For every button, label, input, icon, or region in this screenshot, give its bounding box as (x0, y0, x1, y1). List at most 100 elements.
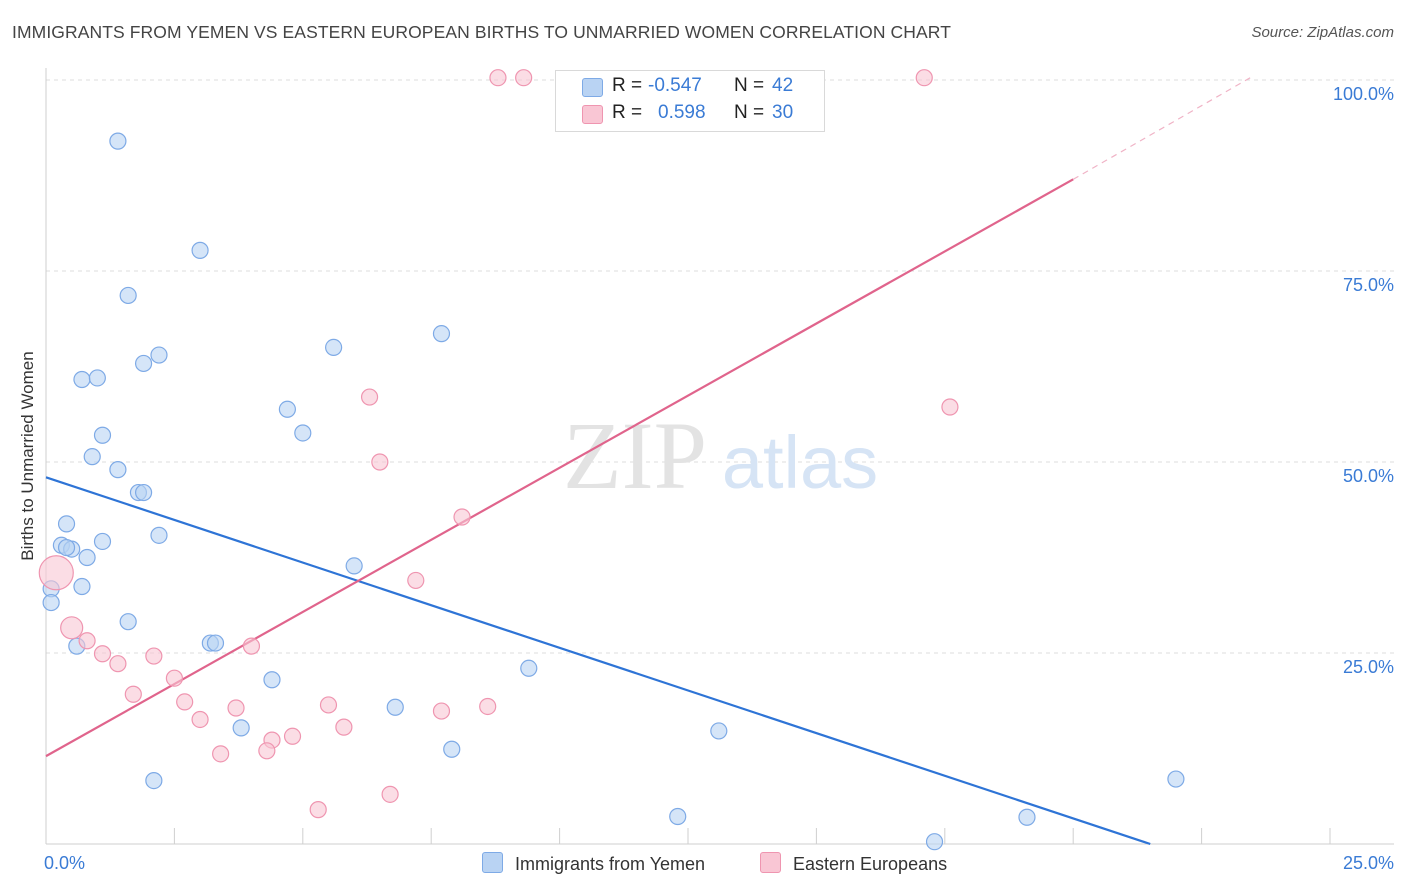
legend-n-label: N = (734, 75, 765, 96)
point-eastern (381, 785, 399, 803)
point-eastern (227, 699, 245, 717)
point-yemen (88, 369, 106, 387)
point-yemen (119, 613, 137, 631)
point-yemen (325, 338, 343, 356)
bottom-legend-label: Eastern Europeans (793, 854, 948, 874)
y-tick-label: 50.0% (1343, 466, 1394, 486)
point-yemen (432, 325, 451, 343)
point-yemen (134, 483, 153, 502)
legend-swatch-pink (582, 105, 603, 124)
point-eastern (335, 718, 353, 736)
point-eastern (78, 632, 96, 650)
point-eastern (941, 398, 959, 416)
bottom-legend-yemen: Immigrants from Yemen (482, 852, 705, 875)
point-yemen (134, 354, 153, 373)
point-yemen (150, 526, 168, 544)
point-yemen (294, 424, 312, 442)
y-tick-label: 75.0% (1343, 275, 1394, 295)
point-yemen (345, 557, 363, 575)
bottom-legend-label: Immigrants from Yemen (515, 854, 706, 874)
point-yemen (73, 370, 91, 389)
y-tick-label: 25.0% (1343, 657, 1394, 677)
point-eastern (242, 637, 261, 655)
point-eastern (515, 69, 533, 87)
point-yemen (232, 719, 250, 737)
point-yemen (119, 286, 137, 305)
chart-title: IMMIGRANTS FROM YEMEN VS EASTERN EUROPEA… (12, 22, 952, 42)
point-yemen (145, 771, 163, 790)
point-yemen (191, 241, 209, 259)
point-yemen (386, 698, 404, 716)
point-yemen (710, 722, 728, 740)
point-eastern (432, 702, 451, 720)
trend-line-eastern-extension (1072, 75, 1254, 180)
legend-r-label: R = (612, 75, 643, 96)
point-eastern (407, 571, 425, 590)
point-eastern (479, 697, 497, 716)
point-yemen (263, 671, 281, 689)
point-yemen (93, 532, 112, 551)
point-yemen (83, 448, 101, 466)
x-tick-label: 0.0% (44, 853, 85, 873)
trend-lines (45, 75, 1254, 846)
point-yemen (109, 132, 127, 150)
point-eastern (489, 69, 507, 87)
y-tick-label: 100.0% (1333, 84, 1394, 104)
point-eastern (109, 655, 127, 673)
point-eastern (371, 453, 389, 471)
point-eastern (915, 69, 933, 87)
point-yemen (925, 833, 944, 851)
point-eastern (60, 616, 84, 640)
point-eastern (212, 745, 230, 763)
point-eastern (176, 693, 194, 711)
legend-n-value: 42 (772, 75, 794, 96)
point-eastern (319, 696, 338, 714)
legend-swatch-blue (582, 78, 603, 97)
watermark-zip: ZIP (563, 402, 707, 509)
point-yemen (42, 593, 60, 612)
point-eastern (309, 801, 327, 819)
point-yemen (443, 740, 461, 758)
legend-r-value: -0.547 (648, 75, 702, 96)
axes (45, 68, 1394, 845)
point-yemen (1167, 770, 1185, 788)
watermark: ZIP atlas (563, 402, 878, 509)
point-eastern (191, 710, 209, 729)
point-yemen (93, 426, 112, 444)
legend-n-value: 30 (772, 102, 794, 123)
point-eastern (38, 555, 74, 591)
point-yemen (206, 634, 225, 652)
legend-r-value: 0.598 (658, 102, 706, 123)
trend-line-eastern (45, 178, 1074, 758)
trend-line-yemen (45, 476, 1151, 846)
point-yemen (520, 659, 538, 677)
point-yemen (669, 807, 687, 826)
point-eastern (360, 388, 379, 406)
point-yemen (1018, 808, 1036, 826)
point-eastern (258, 742, 276, 760)
point-eastern (165, 669, 183, 687)
point-eastern (124, 685, 142, 703)
legend-r-label: R = (612, 102, 643, 123)
data-points (38, 69, 1185, 851)
point-yemen (278, 400, 296, 418)
point-yemen (109, 461, 127, 479)
legend-n-label: N = (734, 102, 765, 123)
point-yemen (73, 577, 91, 596)
point-eastern (145, 647, 163, 665)
point-yemen (150, 346, 168, 364)
gridlines (46, 79, 1394, 654)
x-tick-label: 25.0% (1343, 853, 1394, 873)
point-yemen (78, 548, 96, 567)
watermark-atlas: atlas (722, 421, 878, 504)
point-eastern (453, 508, 471, 526)
point-eastern (283, 727, 302, 745)
point-yemen (57, 515, 76, 533)
point-yemen (57, 538, 76, 557)
bottom-legend-eastern: Eastern Europeans (760, 852, 947, 875)
correlation-legend: R = -0.547 N = 42 R = 0.598 N = 30 (555, 70, 825, 132)
bottom-legend-swatch-pink (760, 852, 781, 873)
point-eastern (93, 645, 112, 663)
bottom-legend-swatch-blue (482, 852, 503, 873)
